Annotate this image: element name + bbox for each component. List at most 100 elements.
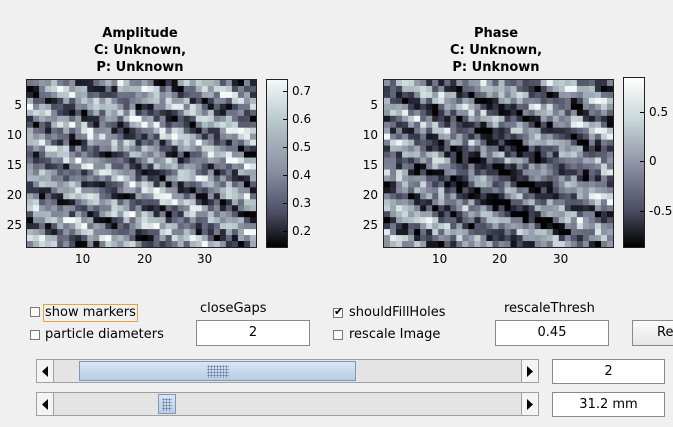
heatmap-cell xyxy=(426,109,433,117)
heatmap-cell xyxy=(147,235,155,242)
heatmap-cell xyxy=(546,127,554,135)
heatmap-cell xyxy=(606,85,613,93)
heatmap-cell xyxy=(414,217,421,224)
heatmap-cell xyxy=(432,235,439,242)
heatmap-cell xyxy=(105,199,112,206)
heatmap-cell xyxy=(171,157,179,165)
heatmap-cell xyxy=(462,97,469,105)
heatmap-cell xyxy=(141,151,149,159)
heatmap-cell xyxy=(87,121,94,129)
heatmap-cell xyxy=(408,109,415,117)
heatmap-cell xyxy=(594,133,602,141)
slider-1-right-arrow[interactable] xyxy=(521,360,538,382)
heatmap-cell xyxy=(570,199,578,206)
heatmap-cell xyxy=(153,127,161,135)
heatmap-cell xyxy=(594,97,602,105)
heatmap-cell xyxy=(522,235,530,242)
heatmap-cell xyxy=(456,217,463,224)
slider-2-left-arrow[interactable] xyxy=(37,393,54,415)
heatmap-cell xyxy=(63,205,70,212)
heatmap-cell xyxy=(45,199,52,206)
heatmap-cell xyxy=(546,145,554,153)
heatmap-cell xyxy=(510,121,518,129)
heatmap-cell xyxy=(396,169,403,177)
slider-2[interactable] xyxy=(36,392,539,416)
slider-2-right-arrow[interactable] xyxy=(521,393,538,415)
heatmap-cell xyxy=(207,109,215,117)
heatmap-cell xyxy=(600,181,608,188)
heatmap-cell xyxy=(450,109,457,117)
show-markers-label[interactable]: show markers xyxy=(43,304,138,322)
heatmap-cell xyxy=(219,163,227,171)
heatmap-cell xyxy=(219,97,227,105)
particle-diameters-checkbox[interactable] xyxy=(30,330,40,340)
heatmap-cell xyxy=(81,139,88,147)
heatmap-cell xyxy=(51,199,58,206)
heatmap-cell xyxy=(396,229,403,236)
heatmap-cell xyxy=(33,199,40,206)
heatmap-cell xyxy=(474,217,482,224)
slider-1-left-arrow[interactable] xyxy=(37,360,54,382)
heatmap-cell xyxy=(438,169,445,177)
rescale-image-label[interactable]: rescale Image xyxy=(349,327,441,342)
heatmap-cell xyxy=(582,223,590,230)
re-button[interactable]: Re xyxy=(632,320,673,346)
heatmap-cell xyxy=(390,223,397,230)
phase-cbar-label: -0.5 xyxy=(649,204,673,218)
heatmap-cell xyxy=(57,139,64,147)
heatmap-cell xyxy=(552,121,560,129)
heatmap-cell xyxy=(51,193,58,200)
heatmap-cell xyxy=(213,187,221,194)
heatmap-cell xyxy=(480,163,488,171)
heatmap-cell xyxy=(165,241,173,247)
heatmap-cell xyxy=(486,157,494,165)
heatmap-cell xyxy=(408,127,415,135)
heatmap-cell xyxy=(51,181,58,188)
heatmap-cell xyxy=(588,139,596,147)
close-gaps-input[interactable]: 2 xyxy=(196,320,310,346)
heatmap-cell xyxy=(171,235,179,242)
heatmap-cell xyxy=(33,163,40,171)
heatmap-cell xyxy=(486,91,494,99)
heatmap-cell xyxy=(426,80,433,87)
heatmap-cell xyxy=(558,169,566,177)
heatmap-cell xyxy=(117,145,125,153)
slider-1[interactable] xyxy=(36,359,539,383)
heatmap-cell xyxy=(147,109,155,117)
heatmap-cell xyxy=(123,193,131,200)
heatmap-cell xyxy=(69,217,76,224)
heatmap-cell xyxy=(39,217,46,224)
show-markers-checkbox[interactable] xyxy=(30,307,40,317)
heatmap-cell xyxy=(594,193,602,200)
rescale-image-checkbox[interactable] xyxy=(333,330,343,340)
heatmap-cell xyxy=(450,151,457,159)
check-icon: ✔ xyxy=(334,305,344,318)
should-fill-holes-checkbox[interactable]: ✔ xyxy=(333,305,344,318)
heatmap-cell xyxy=(81,145,88,153)
heatmap-cell xyxy=(141,139,149,147)
heatmap-cell xyxy=(63,157,70,165)
slider-2-value[interactable]: 31.2 mm xyxy=(552,392,665,417)
heatmap-cell xyxy=(87,223,94,230)
should-fill-holes-label[interactable]: shouldFillHoles xyxy=(349,305,446,320)
heatmap-cell xyxy=(528,163,536,171)
slider-2-thumb[interactable] xyxy=(158,394,176,414)
heatmap-cell xyxy=(384,151,391,159)
heatmap-cell xyxy=(195,157,203,165)
slider-1-value[interactable]: 2 xyxy=(552,359,665,384)
heatmap-cell xyxy=(474,115,482,123)
heatmap-cell xyxy=(231,211,239,218)
heatmap-cell xyxy=(123,223,131,230)
heatmap-cell xyxy=(243,217,251,224)
heatmap-cell xyxy=(420,163,427,171)
rescale-thresh-input[interactable]: 0.45 xyxy=(495,320,609,346)
heatmap-cell xyxy=(546,199,554,206)
heatmap-cell xyxy=(225,133,233,141)
particle-diameters-label[interactable]: particle diameters xyxy=(45,327,164,342)
slider-1-thumb[interactable] xyxy=(79,361,356,381)
heatmap-cell xyxy=(402,145,409,153)
heatmap-cell xyxy=(606,80,613,87)
heatmap-cell xyxy=(111,139,118,147)
heatmap-cell xyxy=(45,103,52,111)
heatmap-cell xyxy=(189,229,197,236)
